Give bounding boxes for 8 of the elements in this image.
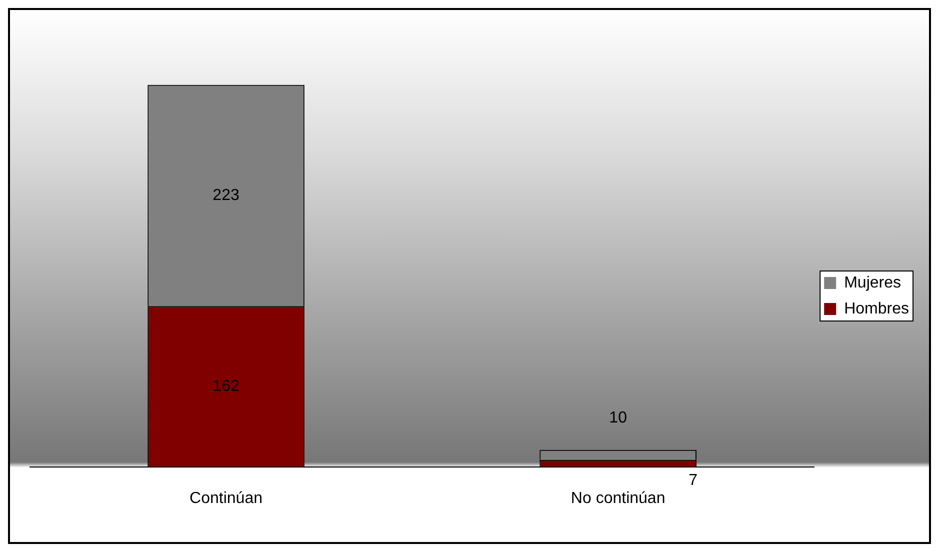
legend-label: Mujeres xyxy=(844,274,901,292)
data-label: 10 xyxy=(609,409,628,426)
data-label: 7 xyxy=(688,472,698,490)
legend-label: Hombres xyxy=(844,300,909,318)
x-tick-label: No continúan xyxy=(570,490,666,507)
data-label: 223 xyxy=(212,186,240,204)
data-label: 162 xyxy=(212,378,240,395)
x-tick-label: Continúan xyxy=(190,490,262,507)
